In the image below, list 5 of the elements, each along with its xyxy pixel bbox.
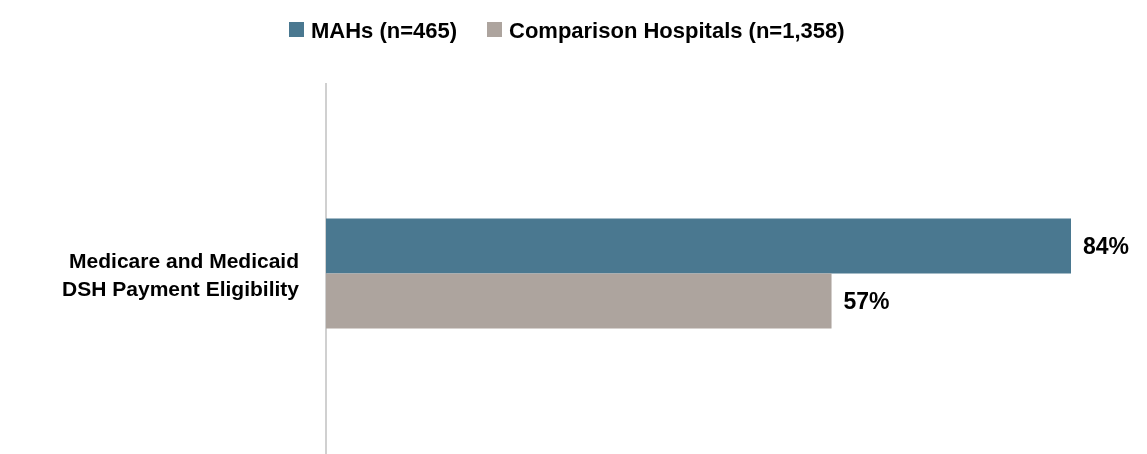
data-label: 57% — [843, 288, 890, 314]
y-tick-label: Medicare and Medicaid DSH Payment Eligibility — [62, 248, 300, 299]
data-label: 84% — [1083, 233, 1130, 259]
legend-label: Comparison Hospitals (n=1,358) — [509, 17, 845, 43]
legend-label: MAHs (n=465) — [311, 17, 458, 43]
